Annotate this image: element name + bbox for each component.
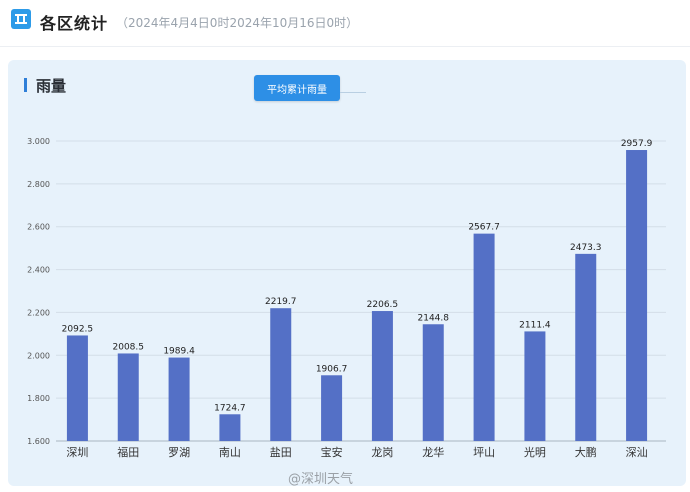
data-label: 2111.4 xyxy=(519,320,551,330)
x-tick-label: 盐田 xyxy=(270,446,292,459)
x-tick-label: 深汕 xyxy=(626,446,648,459)
x-tick-label: 大鹏 xyxy=(575,445,597,459)
x-tick-label: 龙华 xyxy=(422,445,444,459)
bar xyxy=(117,353,139,441)
data-label: 2567.7 xyxy=(468,223,500,233)
page-title: 各区统计 xyxy=(40,14,109,33)
x-tick-label: 光明 xyxy=(524,445,546,459)
data-label: 2957.9 xyxy=(621,139,653,149)
table-grid-icon xyxy=(11,9,31,29)
data-label: 2008.5 xyxy=(113,342,145,352)
x-tick-label: 坪山 xyxy=(473,446,495,459)
data-label: 2219.7 xyxy=(265,297,297,307)
bar xyxy=(524,331,546,441)
data-label: 1906.7 xyxy=(316,364,348,374)
x-tick-label: 龙岗 xyxy=(371,446,393,459)
y-tick-label: 3.000 xyxy=(27,137,50,146)
bar xyxy=(66,335,88,441)
bar xyxy=(321,375,343,441)
bar xyxy=(575,253,597,441)
panel-title-marker xyxy=(24,78,27,92)
tab-average-rainfall[interactable]: 平均累计雨量 xyxy=(254,75,340,101)
data-label: 2473.3 xyxy=(570,243,602,253)
x-tick-label: 罗湖 xyxy=(168,446,190,459)
watermark: @深圳天气 xyxy=(288,472,354,487)
tab-underline xyxy=(340,92,366,93)
y-tick-label: 2.600 xyxy=(27,223,50,232)
bar xyxy=(473,233,495,441)
data-label: 2092.5 xyxy=(62,324,94,334)
bar xyxy=(626,150,648,441)
data-label: 2144.8 xyxy=(418,313,450,323)
x-tick-label: 南山 xyxy=(219,446,241,459)
y-tick-label: 2.800 xyxy=(27,180,50,189)
y-tick-label: 2.400 xyxy=(27,266,50,275)
y-tick-label: 2.200 xyxy=(27,308,50,317)
bar xyxy=(422,324,444,441)
panel-title: 雨量 xyxy=(36,77,67,95)
x-tick-label: 福田 xyxy=(117,445,139,459)
page-header: 各区统计 （2024年4月4日0时2024年10月16日0时） xyxy=(0,0,690,47)
y-tick-label: 1.600 xyxy=(27,437,50,446)
data-label: 1989.4 xyxy=(163,347,195,357)
x-tick-label: 宝安 xyxy=(321,445,343,459)
bar xyxy=(168,357,190,441)
bar xyxy=(371,311,393,441)
time-range: （2024年4月4日0时2024年10月16日0时） xyxy=(116,16,359,30)
data-label: 2206.5 xyxy=(367,300,399,310)
y-tick-label: 2.000 xyxy=(27,351,50,360)
bar xyxy=(270,308,292,441)
bar xyxy=(219,414,241,441)
y-tick-label: 1.800 xyxy=(27,394,50,403)
x-tick-label: 深圳 xyxy=(66,446,88,459)
data-label: 1724.7 xyxy=(214,403,246,413)
